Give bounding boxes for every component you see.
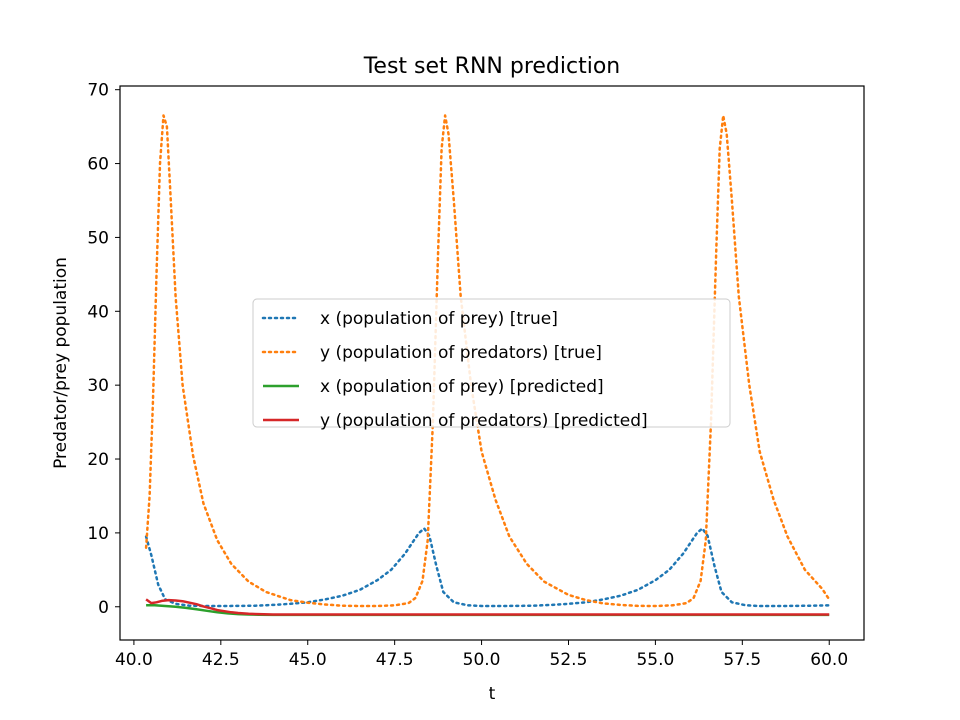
y-tick-label: 70 (87, 81, 109, 101)
y-tick-label: 30 (87, 376, 109, 396)
x-tick-label: 55.0 (636, 650, 674, 670)
legend-items: x (population of prey) [true] y (populati… (261, 309, 648, 431)
axes-frame (119, 85, 865, 641)
y-tick-label: 10 (87, 524, 109, 544)
x-axis-label: t (489, 684, 496, 704)
x-tick-label: 45.0 (289, 650, 327, 670)
x-axis-ticks: 40.0 42.5 45.0 47.5 50.0 52.5 55.0 57.5 60.0 (115, 640, 848, 670)
x-tick-label: 47.5 (376, 650, 414, 670)
legend-label-2: y (population of predators) [true] (320, 343, 602, 363)
y-tick-label: 0 (98, 598, 109, 618)
series-line-1 (144, 527, 831, 608)
x-tick-label: 52.5 (550, 650, 588, 670)
x-tick-label: 50.0 (463, 650, 501, 670)
y-tick-label: 40 (87, 302, 109, 322)
legend-label-3: x (population of prey) [predicted] (320, 377, 604, 397)
legend-box (252, 298, 731, 428)
y-tick-label: 60 (87, 155, 109, 175)
legend-label-1: x (population of prey) [true] (320, 309, 558, 329)
y-axis-label: Predator/prey population (51, 257, 71, 469)
series-line-4 (145, 598, 830, 616)
legend: x (population of prey) [true] y (populati… (252, 298, 731, 431)
x-tick-label: 57.5 (723, 650, 761, 670)
y-axis-ticks: 0 10 20 30 40 50 60 70 (87, 81, 120, 618)
x-tick-label: 40.0 (115, 650, 153, 670)
y-tick-label: 20 (87, 450, 109, 470)
x-tick-label: 60.0 (810, 650, 848, 670)
chart-title: Test set RNN prediction (363, 54, 621, 79)
legend-label-4: y (population of predators) [predicted] (320, 411, 648, 431)
y-tick-label: 50 (87, 228, 109, 248)
series-layer (144, 114, 831, 617)
series-line-2 (144, 114, 831, 608)
x-tick-label: 42.5 (202, 650, 240, 670)
